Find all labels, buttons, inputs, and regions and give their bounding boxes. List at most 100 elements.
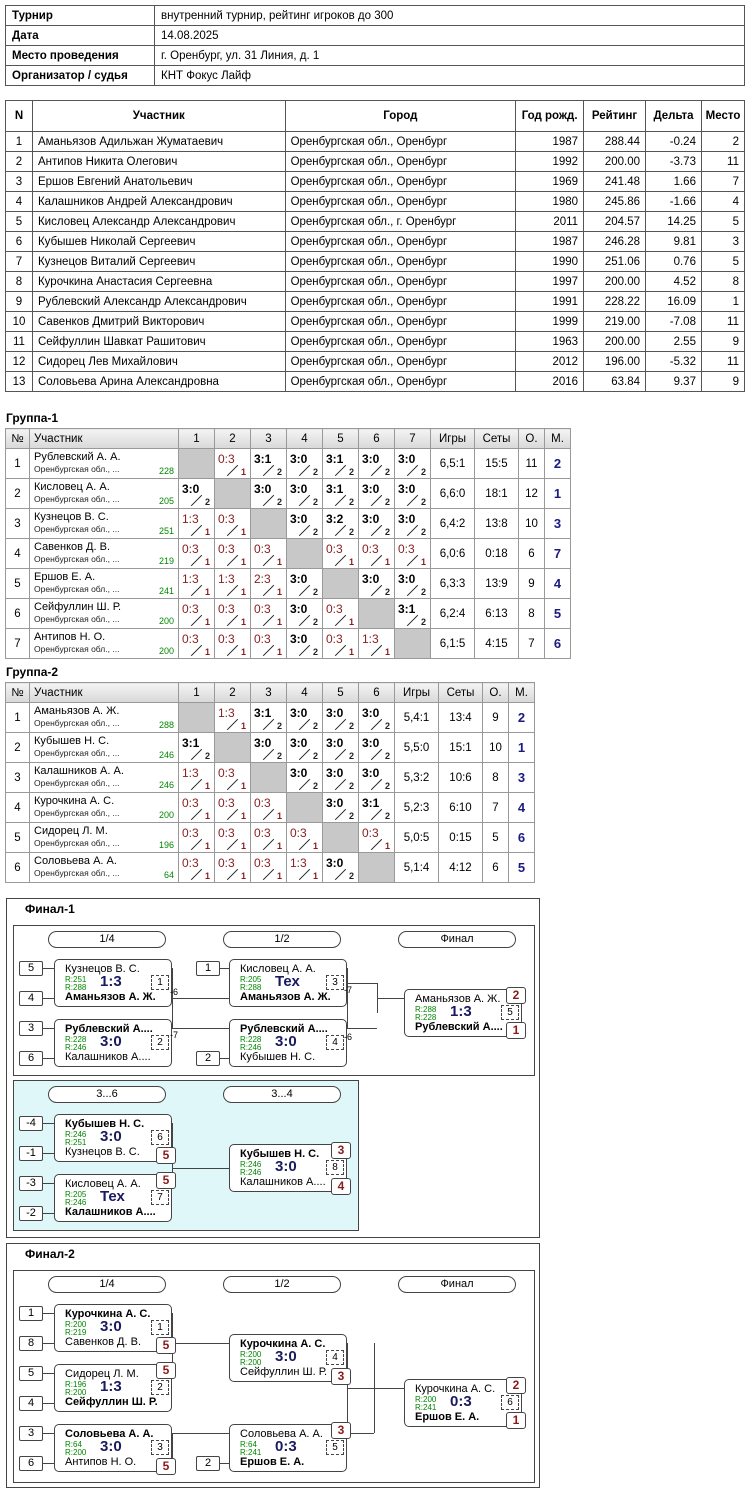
set-score: 3:0: [326, 736, 344, 750]
participant-cell: Оренбургская обл., Оренбург: [284, 151, 517, 172]
seed-box: -4: [19, 1116, 43, 1131]
group-place-cell: 4: [508, 792, 535, 823]
score-box: 3:0 2: [287, 599, 322, 628]
score-slash: [370, 494, 383, 507]
score-slash: [370, 808, 383, 821]
group-score-cell: 0:3 1: [358, 538, 395, 569]
score-slash: [298, 644, 311, 657]
final-1-title: Финал-1: [25, 902, 75, 916]
participant-cell: 2016: [515, 371, 585, 392]
group-sets: 4:15: [474, 628, 519, 659]
match-box: Рублевский А.... R:228 R:246 3:0 4 Кубышев Н.…: [229, 1019, 347, 1067]
group-col-opponent: 5: [322, 682, 359, 703]
score-slash: [226, 614, 239, 627]
score-box: 3:0 2: [287, 733, 322, 762]
score-box: 3:0 2: [359, 479, 394, 508]
match-points: 2: [276, 721, 282, 731]
match-points: 1: [348, 647, 354, 657]
place-box: 3: [331, 1368, 351, 1385]
group-diagonal-cell: [358, 852, 395, 883]
score-box: 0:3 1: [323, 599, 358, 628]
match-player-b: Антипов Н. О.: [65, 1456, 137, 1468]
player-rating: 200: [158, 810, 174, 820]
match-number: 4: [326, 1350, 344, 1365]
group-row: 2 Кубышев Н. С. Оренбургская обл., ... 246 3…: [5, 732, 535, 763]
group-points: 10: [482, 732, 509, 763]
participant-cell: 1: [700, 291, 746, 312]
match-points: 1: [240, 587, 246, 597]
group-score-cell: 0:3 1: [250, 792, 287, 823]
set-score: 3:0: [362, 482, 380, 496]
score-slash: [226, 464, 239, 477]
group-col-opponent: 5: [322, 428, 359, 449]
match-player-b: Аманьязов А. Ж.: [65, 991, 156, 1003]
group-place: 5: [553, 606, 562, 621]
set-score: 3:1: [398, 602, 416, 616]
score-box: 1:3 1: [359, 629, 394, 658]
score-slash: [226, 644, 239, 657]
participant-cell: 1997: [515, 271, 585, 292]
score-box: 3:1 2: [359, 793, 394, 822]
participant-cell: 2: [5, 151, 33, 172]
participant-cell: 5: [700, 211, 746, 232]
round-label: 1/4: [48, 1276, 166, 1293]
set-score: 0:3: [326, 542, 343, 556]
score-slash: [298, 748, 311, 761]
group-diagonal-cell: [178, 448, 215, 479]
group-row: 6 Сейфуллин Ш. Р. Оренбургская обл., ... 20…: [5, 598, 571, 629]
score-slash: [190, 778, 203, 791]
score-box: 0:3 1: [323, 629, 358, 658]
match-points: 2: [204, 751, 210, 761]
set-score: 1:3: [218, 572, 235, 586]
match-points: 2: [276, 467, 282, 477]
set-score: 1:3: [182, 512, 199, 526]
match-points: 2: [384, 811, 390, 821]
score-slash: [190, 644, 203, 657]
group-score-cell: 3:0 2: [358, 448, 395, 479]
group-score-cell: 3:0 2: [322, 792, 359, 823]
participant-cell: 246.28: [583, 231, 647, 252]
match-points: 1: [240, 811, 246, 821]
group-games: 5,0:5: [394, 822, 439, 853]
participant-cell: 3: [700, 231, 746, 252]
participant-cell: Сидорец Лев Михайлович: [31, 351, 286, 372]
match-points: 1: [348, 617, 354, 627]
group-score-cell: 0:3 1: [178, 822, 215, 853]
seed-box: 4: [19, 1396, 43, 1411]
set-score: 0:3: [218, 856, 235, 870]
group-place: 4: [517, 800, 526, 815]
column-header: Дельта: [645, 100, 702, 132]
tournament-info-table: Турнир внутренний турнир, рейтинг игроков…: [5, 5, 745, 86]
group-diagonal-cell: [250, 762, 287, 793]
info-value: 14.08.2025: [154, 25, 745, 46]
match-box: Кубышев Н. С. R:246 R:246 3:0 8 Калашников А.…: [229, 1144, 347, 1192]
match-points: 1: [240, 871, 246, 881]
bracket-line: [220, 1463, 229, 1464]
group-col-place: М.: [508, 682, 535, 703]
match-box: Курочкина А. С. R:200 R:241 0:3 6 Ершов Е. А.: [404, 1379, 522, 1427]
score-box: 0:3 1: [215, 599, 250, 628]
set-score: 3:0: [326, 766, 344, 780]
match-rating-b: R:246: [240, 1043, 262, 1052]
set-score: 3:0: [326, 856, 344, 870]
score-box: 3:0 2: [323, 733, 358, 762]
participant-cell: 2012: [515, 351, 585, 372]
place-box: 5: [156, 1147, 176, 1164]
group-header-row: № Участник 1 2 3 4 5 6 Игры Сеты О. М.: [5, 682, 535, 703]
match-rating-a: R:205: [65, 1190, 87, 1199]
set-score: 3:0: [398, 482, 416, 496]
group-score-cell: 1:3 1: [178, 508, 215, 539]
group-sets: 18:1: [474, 478, 519, 509]
set-score: 3:1: [254, 452, 272, 466]
set-score: 3:0: [290, 602, 308, 616]
group-row: 1 Аманьязов А. Ж. Оренбургская обл., ... 28…: [5, 702, 535, 733]
score-slash: [190, 748, 203, 761]
match-number: 1: [151, 1320, 169, 1335]
participant-cell: 241.48: [583, 171, 647, 192]
group-player-cell: Соловьева А. А. Оренбургская обл., ... 64: [29, 852, 179, 883]
match-points: 1: [240, 781, 246, 791]
group-place: 6: [553, 636, 562, 651]
group-score-cell: 3:0 2: [286, 448, 323, 479]
match-player-b: Сейфуллин Ш. Р.: [240, 1366, 328, 1378]
match-player-a: Сидорец Л. М.: [65, 1368, 139, 1380]
